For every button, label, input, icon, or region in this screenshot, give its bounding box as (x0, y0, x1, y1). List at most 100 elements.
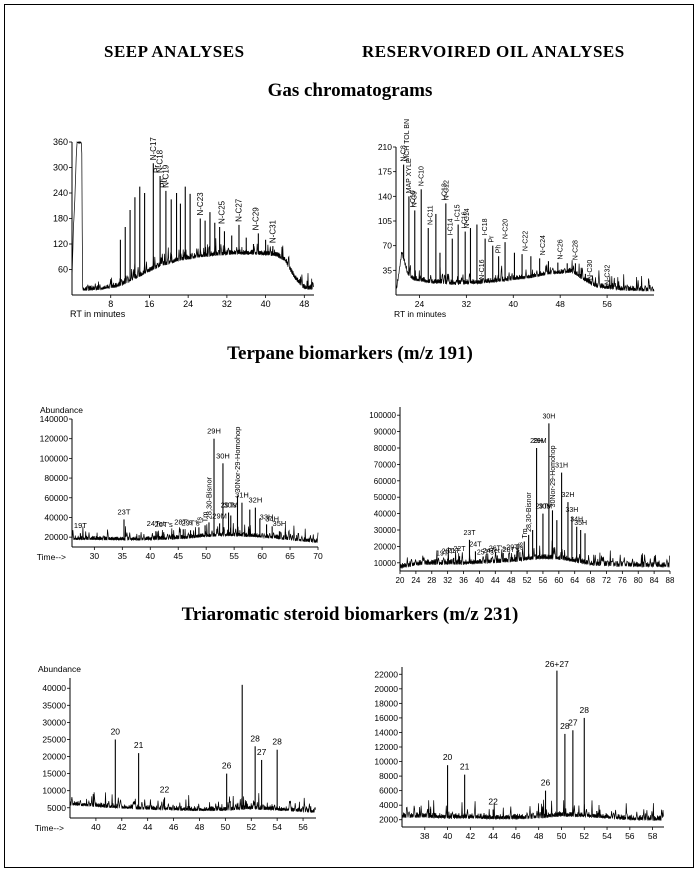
peak-label: 20 (443, 752, 453, 762)
y-tick-label: 2000 (379, 815, 398, 825)
y-tick-label: 50000 (374, 493, 397, 502)
peak-label: N-C17 (149, 137, 158, 161)
y-tick-label: 10000 (374, 559, 397, 568)
peak-label: N-C16 (479, 259, 486, 279)
peak-label: 28 (560, 721, 570, 731)
x-tick-label: 24 (183, 299, 193, 309)
y-tick-label: 18000 (374, 698, 398, 708)
y-tick-label: 4000 (379, 800, 398, 810)
peak-label: 35H (574, 520, 587, 527)
y-tick-label: 120 (53, 239, 68, 249)
peak-label: N-C18 (156, 149, 165, 173)
peak-label: N-C23 (196, 192, 205, 216)
peak-label: MCH TOL BN (404, 119, 411, 162)
series-trace (401, 799, 664, 821)
peak-label: N-C12 (443, 180, 450, 200)
y-tick-label: 15000 (42, 769, 66, 779)
peak-label: Tm (522, 528, 529, 538)
x-tick-label: 56 (298, 822, 308, 832)
y-tick-label: 210 (378, 142, 392, 152)
x-tick-label: 64 (570, 576, 579, 585)
peak-label: 29M (212, 511, 227, 520)
peak-label: 28T's (503, 547, 520, 554)
peak-label: 28,30-Bisnor (204, 476, 213, 519)
y-tick-label: 5000 (47, 803, 66, 813)
x-tick-label: 16 (144, 299, 154, 309)
peak-label: 26T's (155, 520, 173, 529)
x-tick-label: 48 (299, 299, 309, 309)
gc-section-title: Gas chromatograms (267, 80, 433, 101)
x-tick-label: 28 (427, 576, 436, 585)
peak-label: 35H (273, 519, 287, 528)
peak-label: Ph (496, 245, 503, 254)
y-tick-label: 80000 (44, 473, 68, 483)
peak-label: N-C29 (251, 207, 260, 231)
peak-label: 22 (488, 797, 498, 807)
peak-label: N-C24 (540, 235, 547, 255)
peak-label: 29T's (181, 518, 199, 527)
x-tick-label: 80 (634, 576, 643, 585)
x-tick-label: 36 (459, 576, 468, 585)
y-tick-label: 100000 (40, 453, 69, 463)
x-tick-label: 24 (415, 299, 425, 309)
peak-label: N-C19 (161, 164, 170, 188)
y-tick-label: 60000 (374, 477, 397, 486)
y-tick-label: 35000 (42, 700, 66, 710)
series-trace (395, 251, 655, 292)
x-tick-label: 45 (173, 551, 183, 561)
peak-label: 29Ts (536, 504, 551, 511)
peak-label: N-C22 (523, 231, 530, 251)
y-tick-label: 40000 (42, 683, 66, 693)
x-tick-label: 50 (221, 822, 231, 832)
peak-label: 23T (118, 507, 131, 516)
x-tick-label: 42 (466, 831, 476, 841)
y-tick-label: 180 (53, 214, 68, 224)
peak-label: 22 (160, 785, 170, 795)
peak-label: 23T (463, 530, 476, 537)
peak-label: N-C9 (412, 191, 419, 207)
x-tick-label: 56 (625, 831, 635, 841)
x-tick-label: 54 (272, 822, 282, 832)
y-tick-label: 60 (58, 265, 68, 275)
x-tick-label: 60 (257, 551, 267, 561)
figure-frame (4, 4, 694, 868)
gc-seep-chart: 60 120 180 240 300 360 8 16 24 32 40 48 RT in minute… (53, 137, 314, 319)
y-tick-label: 20000 (374, 542, 397, 551)
y-tick-label: 14000 (374, 727, 398, 737)
x-tick-label: 42 (117, 822, 127, 832)
peak-label: 28 (250, 733, 260, 743)
peak-label: 19T (436, 550, 449, 557)
peak-label: N-C32 (605, 265, 612, 285)
peak-label: 24T (469, 541, 482, 548)
peak-label: 28 (272, 737, 282, 747)
gc-oil-chart: 35 70 105 140 175 210 24 32 40 48 56 RT in minutes N… (378, 119, 655, 319)
terpane-seep-chart: 20000 40000 60000 80000 100000 120000 140000 30… (37, 405, 323, 562)
terpane-oil-chart: 10000 20000 30000 40000 50000 60000 70000 80000… (369, 407, 675, 585)
x-axis-label: RT in minutes (70, 309, 126, 319)
series-trace (399, 540, 670, 569)
peak-label: Tm (201, 511, 210, 522)
x-tick-label: 40 (146, 551, 156, 561)
peak-label: 28T's (174, 517, 192, 526)
x-tick-label: 24 (411, 576, 420, 585)
y-tick-label: 20000 (374, 684, 398, 694)
peak-label: I-C10 (410, 190, 417, 207)
x-tick-label: 50 (201, 551, 211, 561)
x-tick-label: 70 (313, 551, 323, 561)
oil-column-header: RESERVOIRED OIL ANALYSES (362, 42, 625, 61)
y-tick-label: 20000 (44, 532, 68, 542)
y-tick-label: 60000 (44, 493, 68, 503)
peak-label: 20T (442, 549, 455, 556)
peak-label: 20 (111, 726, 121, 736)
x-tick-label: 40 (443, 831, 453, 841)
peak-label: 27 (568, 717, 578, 727)
x-tick-label: 55 (229, 551, 239, 561)
peak-label: I-C14 (447, 218, 454, 235)
peak-label: Pr (488, 235, 495, 243)
steroid-seep-chart: 5000 10000 15000 20000 25000 30000 35000 40000 4… (35, 664, 316, 833)
y-tick-label: 105 (378, 216, 392, 226)
peak-label: 26 (222, 761, 232, 771)
y-tick-label: 120000 (40, 434, 69, 444)
peak-label: 21 (134, 740, 144, 750)
steroid-oil-chart: 2000 4000 6000 8000 10000 12000 14000 16000 1800… (374, 659, 664, 841)
